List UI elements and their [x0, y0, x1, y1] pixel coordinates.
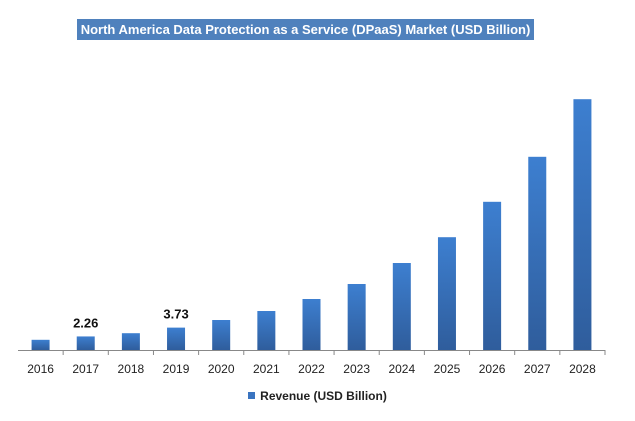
bar-2017: [76, 336, 95, 350]
data-label-2017: 2.26: [73, 315, 98, 330]
bar-2024: [392, 263, 411, 350]
x-tick-label: 2022: [298, 362, 325, 376]
x-tick-label: 2025: [434, 362, 461, 376]
legend: Revenue (USD Billion): [0, 389, 635, 403]
x-tick-label: 2026: [479, 362, 506, 376]
data-label-2019: 3.73: [163, 307, 188, 322]
x-tick-label: 2016: [27, 362, 54, 376]
x-tick-label: 2021: [253, 362, 280, 376]
bar-2020: [212, 320, 231, 350]
x-tick-label: 2028: [569, 362, 596, 376]
legend-swatch: [248, 392, 256, 399]
bar-2016: [31, 339, 50, 350]
bar-2026: [483, 201, 502, 350]
x-tick-label: 2024: [388, 362, 415, 376]
bar-2023: [347, 284, 366, 350]
bar-2022: [302, 299, 321, 350]
x-tick-label: 2018: [118, 362, 145, 376]
legend-label: Revenue (USD Billion): [260, 389, 387, 403]
bar-2027: [528, 156, 547, 350]
chart-title: North America Data Protection as a Servi…: [77, 19, 534, 40]
x-tick-label: 2019: [163, 362, 190, 376]
x-tick-label: 2027: [524, 362, 551, 376]
bar-2018: [121, 333, 140, 350]
x-tick-label: 2017: [72, 362, 99, 376]
bar-2028: [573, 99, 592, 350]
bar-2021: [257, 311, 276, 350]
x-tick-label: 2020: [208, 362, 235, 376]
bar-2019: [167, 327, 186, 350]
x-tick-label: 2023: [343, 362, 370, 376]
bar-2025: [437, 237, 456, 350]
